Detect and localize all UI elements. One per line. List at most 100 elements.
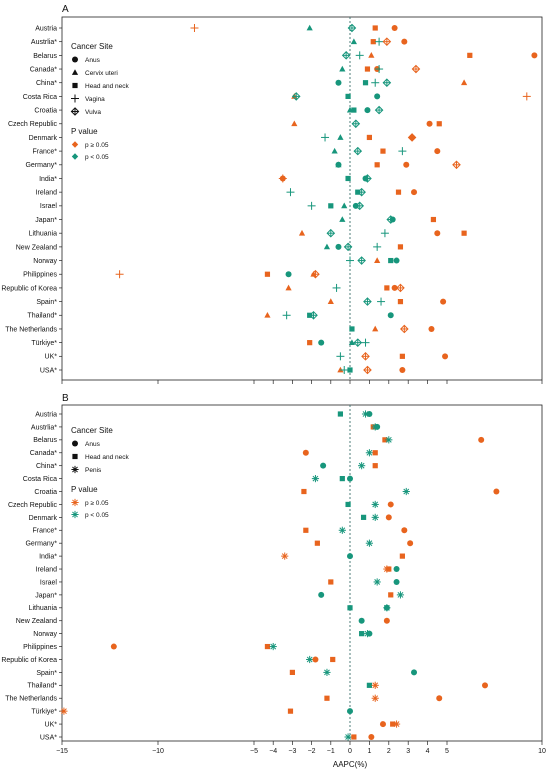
x-axis-label: AAPC(%) [333, 760, 368, 769]
data-point-headneck [328, 203, 334, 209]
panel-label: A [62, 4, 69, 15]
data-point-anus [391, 284, 398, 291]
country-label: The Netherlands [5, 326, 57, 333]
data-point-penis [371, 513, 379, 521]
country-label: China* [36, 80, 57, 87]
plot-frame [61, 16, 543, 381]
data-point-anus [531, 52, 538, 59]
data-point-anus [312, 656, 319, 663]
legend-site-label: Vagina [85, 96, 105, 103]
data-point-headneck [384, 285, 390, 291]
data-point-cervix [348, 339, 356, 346]
x-tick-label: 1 [367, 748, 371, 755]
data-point-vagina [340, 366, 349, 374]
data-point-anus [393, 257, 400, 264]
data-point-cervix [331, 147, 338, 154]
country-label: Germany* [25, 162, 57, 169]
data-point-headneck [347, 367, 353, 373]
data-point-anus [385, 514, 392, 521]
legend-p-title: P value [71, 127, 98, 136]
country-label: Lithuania [29, 231, 58, 238]
legend-site-label: Vulva [85, 109, 101, 116]
data-point-anus [393, 578, 400, 585]
data-point-anus [478, 436, 485, 443]
data-point-anus [440, 298, 447, 305]
country-label: Norway [33, 631, 57, 638]
data-point-vagina [375, 37, 384, 46]
data-point-penis [306, 655, 314, 664]
data-point-headneck [362, 80, 369, 86]
country-label: The Netherlands [5, 696, 57, 703]
data-point-vulva [347, 23, 357, 33]
data-point-vagina [190, 24, 199, 32]
data-point-anus [493, 488, 500, 495]
data-point-vagina [361, 338, 370, 347]
legend-marker-vulva [70, 107, 80, 116]
data-point-cervix [341, 202, 348, 209]
data-point-vulva [341, 51, 351, 60]
data-point-vagina [286, 188, 295, 197]
legend-site-title: Cancer Site [71, 42, 113, 51]
data-point-anus [335, 161, 342, 168]
country-label: Ireland [36, 566, 58, 573]
country-label: Austria [35, 25, 57, 32]
data-point-headneck [345, 501, 351, 508]
data-point-anus [335, 243, 342, 250]
country-label: Thailand* [27, 313, 57, 320]
data-point-penis [323, 668, 331, 676]
legend-site-label: Cervix uteri [85, 70, 118, 77]
data-point-penis [396, 591, 405, 599]
data-point-headneck [324, 695, 330, 701]
panel-label: B [62, 393, 69, 404]
data-point-cervix [372, 325, 379, 332]
country-label: Spain* [36, 299, 57, 306]
country-label: Republic of Korea [1, 285, 57, 292]
data-point-anus [383, 617, 390, 624]
data-point-vulva [382, 78, 392, 88]
data-point-headneck [287, 708, 294, 714]
data-point-vagina [336, 352, 345, 361]
data-point-anus [399, 367, 406, 373]
data-point-vulva [357, 256, 366, 265]
data-point-anus [403, 161, 410, 168]
country-label: France* [32, 149, 57, 156]
data-point-vulva [386, 215, 396, 224]
data-point-vagina [355, 51, 364, 60]
legend-p-label: p < 0.05 [85, 154, 109, 161]
data-point-cervix [306, 24, 313, 31]
data-point-vulva [291, 92, 301, 101]
data-point-anus [318, 339, 325, 346]
country-label: Spain* [36, 670, 57, 677]
legend-site-label: Penis [85, 467, 102, 474]
legend-site-label: Head and neck [85, 83, 129, 90]
data-point-anus [482, 682, 488, 689]
data-point-penis [365, 449, 373, 457]
country-label: Ireland [36, 190, 58, 197]
country-label: Thailand* [27, 683, 57, 690]
data-point-anus [442, 353, 449, 360]
data-point-headneck [397, 299, 404, 305]
x-tick-label: −15 [56, 748, 68, 755]
data-point-vagina [377, 297, 386, 306]
country-label: Belarus [33, 53, 57, 60]
data-point-vulva [363, 365, 372, 375]
data-point-anus [366, 411, 373, 417]
data-point-headneck [337, 411, 343, 417]
data-point-cervix [461, 79, 468, 86]
data-point-cervix [339, 216, 346, 222]
data-point-headneck [330, 656, 336, 663]
data-point-penis [373, 578, 381, 586]
legend-p-title: P value [71, 485, 98, 494]
legend-site-title: Cancer Site [71, 426, 113, 435]
data-point-vulva [382, 37, 392, 46]
data-point-penis [371, 694, 379, 702]
country-label: Israel [40, 579, 58, 586]
country-label: UK* [45, 721, 58, 728]
country-label: China* [36, 463, 57, 470]
data-point-anus [426, 120, 433, 127]
country-label: Philippines [23, 272, 57, 279]
data-point-anus [302, 449, 309, 456]
country-label: Austrlia* [31, 39, 57, 46]
